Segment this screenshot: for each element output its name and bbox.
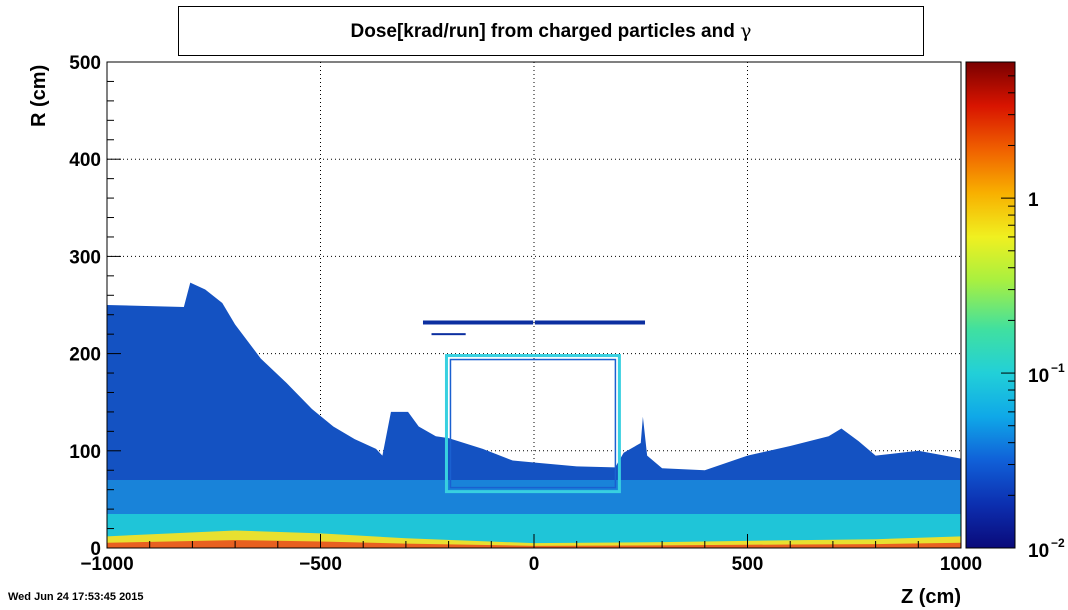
inner-detector-box [444,354,621,494]
y-tick-label: 0 [90,539,101,560]
inner-detector-box-inner [449,358,617,489]
colorbar-label-exponent: −1 [1051,361,1065,375]
upper-bar-right [534,320,646,325]
y-tick-label: 400 [69,150,101,171]
y-tick-label: 100 [69,442,101,463]
x-tick-label: −1000 [80,554,133,575]
colorbar-labels: 110−110−2 [1001,61,1065,562]
upper-bar-left [422,320,534,325]
y-axis-label: R (cm) [28,65,50,127]
small-bar [431,333,466,336]
grid [107,62,961,548]
colorbar-label: 1 [1028,190,1039,211]
x-tick-label: 500 [732,554,764,575]
y-tick-label: 200 [69,345,101,366]
title-box: Dose[krad/run] from charged particles an… [178,6,924,56]
x-axis-label: Z (cm) [901,586,961,608]
colorbar [965,61,1016,549]
tick-labels: −1000 −500 0 500 1000 0 100 200 300 400 500 [69,53,982,575]
colorbar-label: 10 [1028,366,1049,387]
colorbar-label: 10 [1028,541,1049,562]
chart-title: Dose[krad/run] from charged particles an… [351,20,752,43]
chart-title-prefix: Dose[krad/run] from charged particles an… [350,20,741,42]
axis-ticks [106,61,962,549]
x-tick-label: 1000 [940,554,982,575]
chart-title-gamma: γ [740,19,752,42]
x-tick-label: −500 [299,554,342,575]
timestamp: Wed Jun 24 17:53:45 2015 [8,591,144,603]
x-tick-label: 0 [529,554,540,575]
y-tick-label: 500 [69,53,101,74]
colorbar-label-exponent: −2 [1051,536,1065,550]
y-tick-label: 300 [69,247,101,268]
